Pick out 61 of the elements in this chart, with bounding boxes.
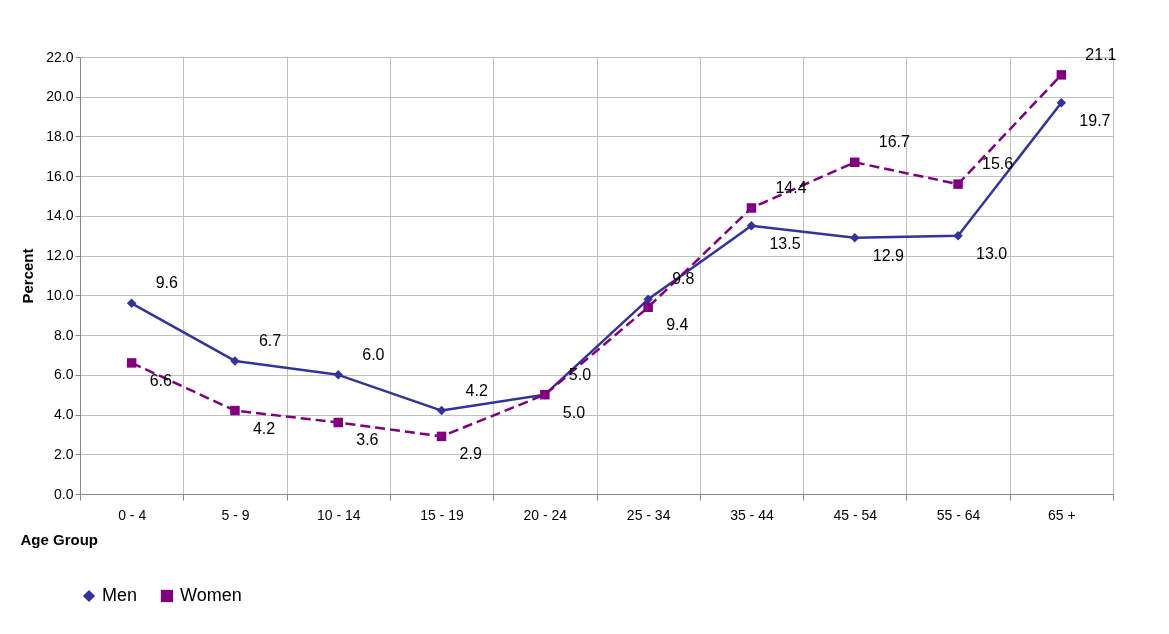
point <box>953 179 963 189</box>
y-tick-label: 8.0 <box>54 326 74 343</box>
data-label: 9.6 <box>155 274 178 292</box>
y-tick-label: 2.0 <box>54 445 74 462</box>
point <box>230 405 240 416</box>
x-axis-title: Age Group <box>20 530 98 548</box>
y-tick-label: 20.0 <box>46 88 74 105</box>
y-tick-label: 14.0 <box>46 207 74 224</box>
data-label: 12.9 <box>872 246 904 264</box>
point <box>746 221 757 231</box>
point <box>643 302 653 313</box>
x-tick-label: 15 - 19 <box>420 506 465 523</box>
y-tick-label: 18.0 <box>46 127 74 144</box>
y-tick-label: 12.0 <box>46 247 74 264</box>
y-tick-label: 10.0 <box>46 286 74 303</box>
x-tick-label: 55 - 64 <box>936 506 981 523</box>
y-tick-label: 4.0 <box>54 406 74 423</box>
y-axis-title: Percent <box>19 248 37 304</box>
data-label: 6.0 <box>362 345 385 363</box>
data-label: 19.7 <box>1079 111 1111 129</box>
data-label: 9.4 <box>666 316 689 334</box>
point <box>746 203 757 213</box>
y-tick-label: 22.0 <box>46 48 74 65</box>
y-tick-label: 6.0 <box>54 366 74 383</box>
point <box>850 233 860 243</box>
point <box>333 417 343 428</box>
data-label: 6.6 <box>149 371 172 389</box>
x-tick-label: 45 - 54 <box>833 506 878 523</box>
point <box>953 231 963 241</box>
x-tick-label: 35 - 44 <box>730 506 774 523</box>
point <box>436 431 447 442</box>
y-tick-label: 16.0 <box>46 167 74 184</box>
data-label: 14.4 <box>775 178 807 196</box>
data-label: 6.7 <box>258 331 282 349</box>
point <box>850 157 860 168</box>
point <box>333 370 343 380</box>
point <box>126 358 137 368</box>
x-tick-label: 0 - 4 <box>118 506 147 523</box>
point <box>436 405 447 416</box>
x-tick-label: 65 + <box>1048 506 1076 523</box>
legend-label: Men <box>102 585 138 605</box>
legend-label: Women <box>180 585 242 605</box>
data-label: 13.5 <box>769 234 801 252</box>
y-tick-label: 0.0 <box>54 485 74 502</box>
point <box>1056 70 1067 80</box>
data-label: 21.1 <box>1085 45 1117 63</box>
data-label: 15.6 <box>982 155 1014 173</box>
x-tick-label: 20 - 24 <box>523 506 568 523</box>
data-label: 5.0 <box>562 403 586 421</box>
data-label: 5.0 <box>568 365 592 383</box>
data-label: 4.2 <box>465 381 488 399</box>
point <box>1056 97 1067 108</box>
point <box>126 298 137 309</box>
data-label: 13.0 <box>976 244 1008 262</box>
data-label: 16.7 <box>878 133 910 151</box>
x-tick-label: 5 - 9 <box>221 506 250 523</box>
x-tick-label: 25 - 34 <box>626 506 671 523</box>
x-tick-label: 10 - 14 <box>316 506 361 523</box>
data-label: 2.9 <box>459 445 482 463</box>
data-label: 4.2 <box>252 419 276 437</box>
data-label: 3.6 <box>356 431 379 449</box>
